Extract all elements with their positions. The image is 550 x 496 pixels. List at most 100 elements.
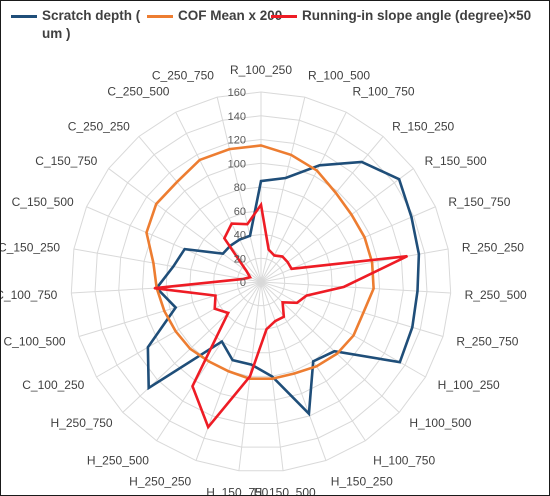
data-point-1-6 [371, 261, 373, 264]
legend-item-scratch: Scratch depth ( um ) [11, 7, 154, 43]
grid-spoke [260, 281, 400, 413]
grid-spoke [260, 206, 436, 283]
category-label: R_250_250 [462, 241, 524, 255]
data-point-2-7 [343, 286, 345, 288]
data-point-0-7 [416, 290, 419, 292]
grid-spoke [260, 281, 327, 461]
data-point-2-25 [230, 222, 233, 225]
data-point-0-23 [222, 252, 224, 255]
data-point-0-22 [183, 248, 186, 250]
category-label: C_100_250 [22, 378, 84, 392]
data-point-1-15 [227, 370, 230, 373]
legend-label-cof: COF Mean x 200 [178, 8, 283, 23]
category-label: R_150_250 [392, 120, 454, 134]
data-point-1-5 [363, 236, 366, 239]
data-point-1-12 [293, 372, 296, 375]
radial-tick-label: 60 [234, 206, 246, 218]
category-label: C_250_250 [68, 120, 130, 134]
data-point-2-4 [286, 261, 289, 263]
legend: Scratch depth ( um ) COF Mean x 200 Runn… [11, 7, 541, 51]
category-label: H_250_500 [87, 453, 149, 467]
grid-spoke [86, 206, 262, 283]
data-point-2-22 [249, 276, 251, 279]
data-point-0-19 [174, 306, 177, 309]
category-label: C_250_500 [107, 85, 169, 99]
category-label: C_250_750 [152, 68, 214, 82]
data-point-0-14 [250, 363, 253, 366]
category-label: H_100_750 [373, 453, 435, 467]
category-label: C_150_500 [12, 195, 74, 209]
data-point-0-0 [260, 180, 262, 182]
category-label: R_250_750 [456, 335, 518, 349]
data-point-2-10 [281, 301, 284, 304]
category-label: H_150_250 [331, 475, 393, 489]
data-point-2-2 [273, 254, 276, 257]
data-point-1-8 [362, 311, 365, 314]
data-point-0-15 [231, 359, 234, 361]
data-point-2-1 [267, 248, 270, 251]
data-point-1-16 [207, 360, 210, 363]
data-point-2-11 [283, 315, 285, 318]
category-label: C_100_500 [4, 335, 66, 349]
legend-swatch-scratch [11, 15, 37, 18]
data-point-0-11 [312, 360, 315, 363]
grid-spoke [260, 248, 449, 283]
data-point-2-23 [245, 270, 248, 273]
data-point-1-17 [189, 348, 191, 350]
data-point-2-6 [406, 255, 408, 258]
data-point-0-26 [249, 234, 251, 237]
category-label: H_100_500 [409, 416, 471, 430]
grid-ring [70, 91, 452, 472]
data-point-1-3 [335, 192, 337, 194]
radial-tick-label: 160 [228, 87, 246, 99]
grid-spoke [216, 97, 262, 283]
grid-ring [189, 210, 333, 354]
radial-tick-label: 0 [240, 277, 246, 289]
grid-ring [236, 257, 286, 307]
category-label: R_250_500 [465, 288, 527, 302]
category-label: H_250_250 [129, 475, 191, 489]
data-point-1-13 [271, 377, 274, 380]
data-point-0-9 [399, 361, 401, 363]
data-point-2-3 [281, 255, 284, 258]
radial-tick-label: 120 [228, 135, 246, 147]
data-point-0-4 [398, 178, 400, 180]
grid-spoke [108, 168, 262, 283]
data-point-2-18 [213, 307, 216, 310]
data-point-1-21 [152, 262, 155, 264]
grid-ring [141, 162, 381, 401]
data-point-0-18 [147, 346, 149, 349]
data-point-0-16 [221, 340, 223, 343]
legend-swatch-cof [147, 15, 173, 18]
data-point-1-9 [352, 334, 355, 337]
category-label: R_100_500 [308, 68, 370, 82]
category-labels: R_100_250 R_100_500 R_100_750 R_150_250 R_15… [1, 63, 527, 495]
data-point-2-13 [265, 328, 268, 330]
grid-ring [213, 233, 309, 330]
radial-tick-labels: 0 20 40 60 80 100 120 140 160 [228, 87, 246, 289]
grid-spoke [73, 248, 262, 283]
grid-ring [118, 138, 404, 425]
data-point-2-15 [207, 426, 210, 428]
category-label: R_100_750 [353, 85, 415, 99]
grid-spoke [175, 111, 262, 283]
data-point-1-11 [315, 365, 318, 368]
category-label: H_150_500 [254, 486, 316, 495]
grid-ring [94, 115, 428, 448]
category-label: R_100_250 [230, 63, 292, 77]
radial-tick-label: 80 [234, 182, 246, 194]
category-label: C_150_750 [35, 154, 97, 168]
data-point-0-21 [172, 265, 175, 268]
category-label: C_150_250 [1, 241, 60, 255]
series-layer [145, 144, 421, 430]
data-point-2-16 [191, 385, 194, 387]
data-point-2-26 [246, 223, 249, 226]
data-point-0-3 [360, 161, 363, 163]
grid-spoke [260, 136, 384, 283]
data-point-0-1 [284, 177, 287, 179]
grid-spoke [138, 136, 262, 283]
data-point-2-5 [290, 268, 293, 270]
data-point-2-8 [305, 294, 308, 297]
